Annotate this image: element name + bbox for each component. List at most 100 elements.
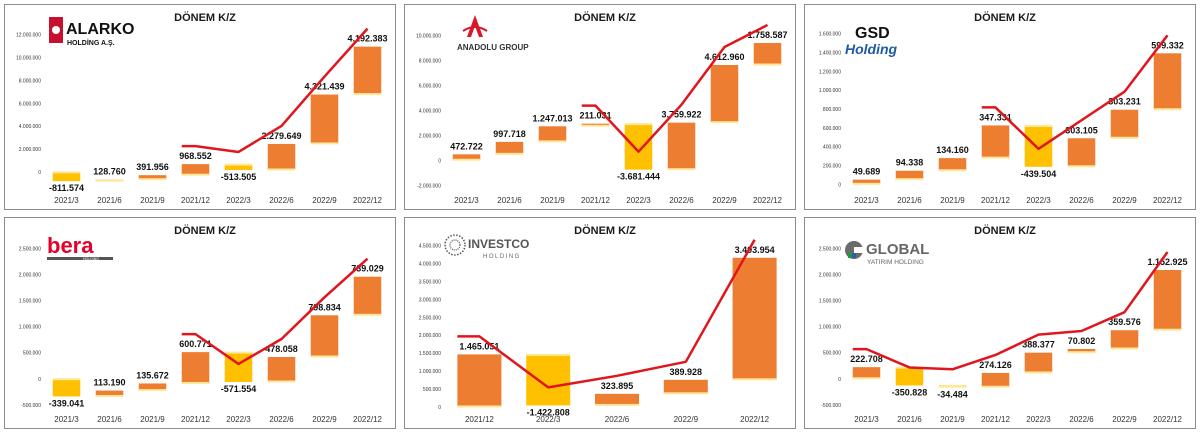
bar-cap [495, 152, 524, 155]
data-label: 798.834 [308, 302, 341, 312]
waterfall-bar [138, 175, 167, 180]
data-label: 1.152.925 [1147, 257, 1187, 267]
data-label: -1.422.808 [527, 407, 570, 417]
data-label: 391.956 [136, 162, 169, 172]
x-tick-label: 2022/6 [1069, 196, 1094, 205]
y-tick-label: 1.000.000 [419, 369, 441, 375]
waterfall-bar [1067, 348, 1096, 353]
chart-panel-gsd: DÖNEM K/Z GSD Holding 0 200.000 400.000 600.00… [804, 4, 1196, 210]
company-logo: INVESTCO HOLDING [444, 234, 529, 260]
y-tick-label: 10.000.000 [16, 56, 41, 62]
chart-panel-alarko: DÖNEM K/Z ALARKO HOLDİNG A.Ş. 0 2.000.000 4.0… [4, 4, 396, 210]
x-tick-label: 2021/6 [497, 196, 522, 205]
bar-cap [594, 403, 640, 406]
waterfall-bar [353, 46, 382, 95]
waterfall-bar [753, 43, 782, 66]
logo-main-text: ANADOLU GROUP [457, 43, 529, 52]
data-label: 359.576 [1108, 317, 1141, 327]
data-label: 3.403.954 [735, 245, 775, 255]
bars [852, 53, 1182, 185]
y-tick-label: 1.400.000 [819, 51, 841, 57]
waterfall-bar [624, 123, 653, 170]
x-tick-label: 2022/12 [353, 415, 382, 424]
y-tick-label: 2.500.000 [819, 246, 841, 252]
y-tick-label: 1.500.000 [19, 298, 41, 304]
chart-title: DÖNEM K/Z [974, 11, 1036, 24]
x-tick-label: 2021/12 [981, 196, 1010, 205]
chart-title: DÖNEM K/Z [574, 224, 636, 237]
x-tick-label: 2022/9 [712, 196, 737, 205]
logo-main-text: INVESTCO [468, 237, 529, 251]
data-label: 274.126 [979, 360, 1012, 370]
data-label: 347.331 [979, 112, 1012, 122]
x-tick-label: 2022/6 [1069, 415, 1094, 424]
data-label: 1.247.013 [532, 113, 572, 123]
bar-cap [138, 389, 167, 392]
waterfall-bar [938, 158, 967, 171]
x-tick-label: 2022/9 [674, 415, 699, 424]
y-tick-label: 12.000.000 [16, 33, 41, 39]
x-tick-label: 2021/3 [54, 196, 79, 205]
waterfall-bar [852, 367, 881, 379]
waterfall-bar [1067, 138, 1096, 167]
waterfall-bar [981, 125, 1010, 159]
x-tick-label: 2021/3 [854, 415, 879, 424]
x-tick-label: 2021/3 [54, 415, 79, 424]
chart-title: DÖNEM K/Z [574, 11, 636, 24]
x-tick-label: 2021/12 [181, 196, 210, 205]
x-tick-label: 2021/9 [140, 415, 165, 424]
waterfall-chart: DÖNEM K/Z ANADOLU GROUP -2.000.000 0 2.000.0… [416, 11, 788, 205]
waterfall-bar [1153, 270, 1182, 331]
bar-cap [181, 173, 210, 176]
x-tick-label: 2022/6 [669, 196, 694, 205]
y-tick-label: 1.500.000 [819, 298, 841, 304]
y-tick-label: 8.000.000 [419, 58, 441, 64]
y-tick-label: 1.000.000 [19, 325, 41, 331]
x-tick-label: 2022/3 [1026, 415, 1051, 424]
data-label: 1.465.051 [459, 341, 499, 351]
y-tick-label: 600.000 [823, 126, 841, 132]
x-tick-label: 2022/12 [740, 415, 769, 424]
x-tick-label: 2022/9 [1112, 415, 1137, 424]
logo-sub-text: YATIRIM HOLDING [867, 259, 924, 266]
bar-cap [224, 351, 253, 354]
y-tick-label: 500.000 [23, 351, 41, 357]
bar-cap [852, 182, 881, 185]
x-tick-label: 2021/12 [465, 415, 494, 424]
chart-title: DÖNEM K/Z [974, 224, 1036, 237]
waterfall-bar [224, 164, 253, 170]
y-tick-label: 2.000.000 [19, 272, 41, 278]
waterfall-bar [95, 390, 124, 397]
bar-cap [224, 163, 253, 166]
bar-cap [938, 384, 967, 387]
bar-cap [1110, 136, 1139, 139]
y-tick-label: 0 [38, 377, 41, 383]
x-tick-label: 2021/3 [854, 196, 879, 205]
y-tick-label: 1.500.000 [419, 351, 441, 357]
bar-cap [138, 178, 167, 181]
chart-title: DÖNEM K/Z [174, 11, 236, 24]
data-label: 70.802 [1068, 336, 1096, 346]
waterfall-bar [1110, 330, 1139, 349]
waterfall-bar [267, 356, 296, 382]
waterfall-bar [732, 257, 777, 380]
y-tick-label: 800.000 [823, 107, 841, 113]
y-tick-label: 1.600.000 [819, 32, 841, 38]
y-tick-label: 1.000.000 [819, 325, 841, 331]
y-tick-label: 2.500.000 [419, 315, 441, 321]
company-logo: ANADOLU GROUP [457, 15, 529, 52]
x-tick-label: 2021/6 [97, 415, 122, 424]
x-tick-label: 2021/6 [897, 196, 922, 205]
x-tick-label: 2022/3 [226, 196, 251, 205]
x-tick-label: 2022/3 [536, 415, 561, 424]
logo-main-text: bera [47, 233, 94, 258]
data-label: 134.160 [936, 145, 969, 155]
y-tick-label: -2.000.000 [417, 183, 441, 189]
bar-cap [624, 123, 653, 126]
x-tick-label: 2022/6 [605, 415, 630, 424]
bar-cap [538, 140, 567, 143]
